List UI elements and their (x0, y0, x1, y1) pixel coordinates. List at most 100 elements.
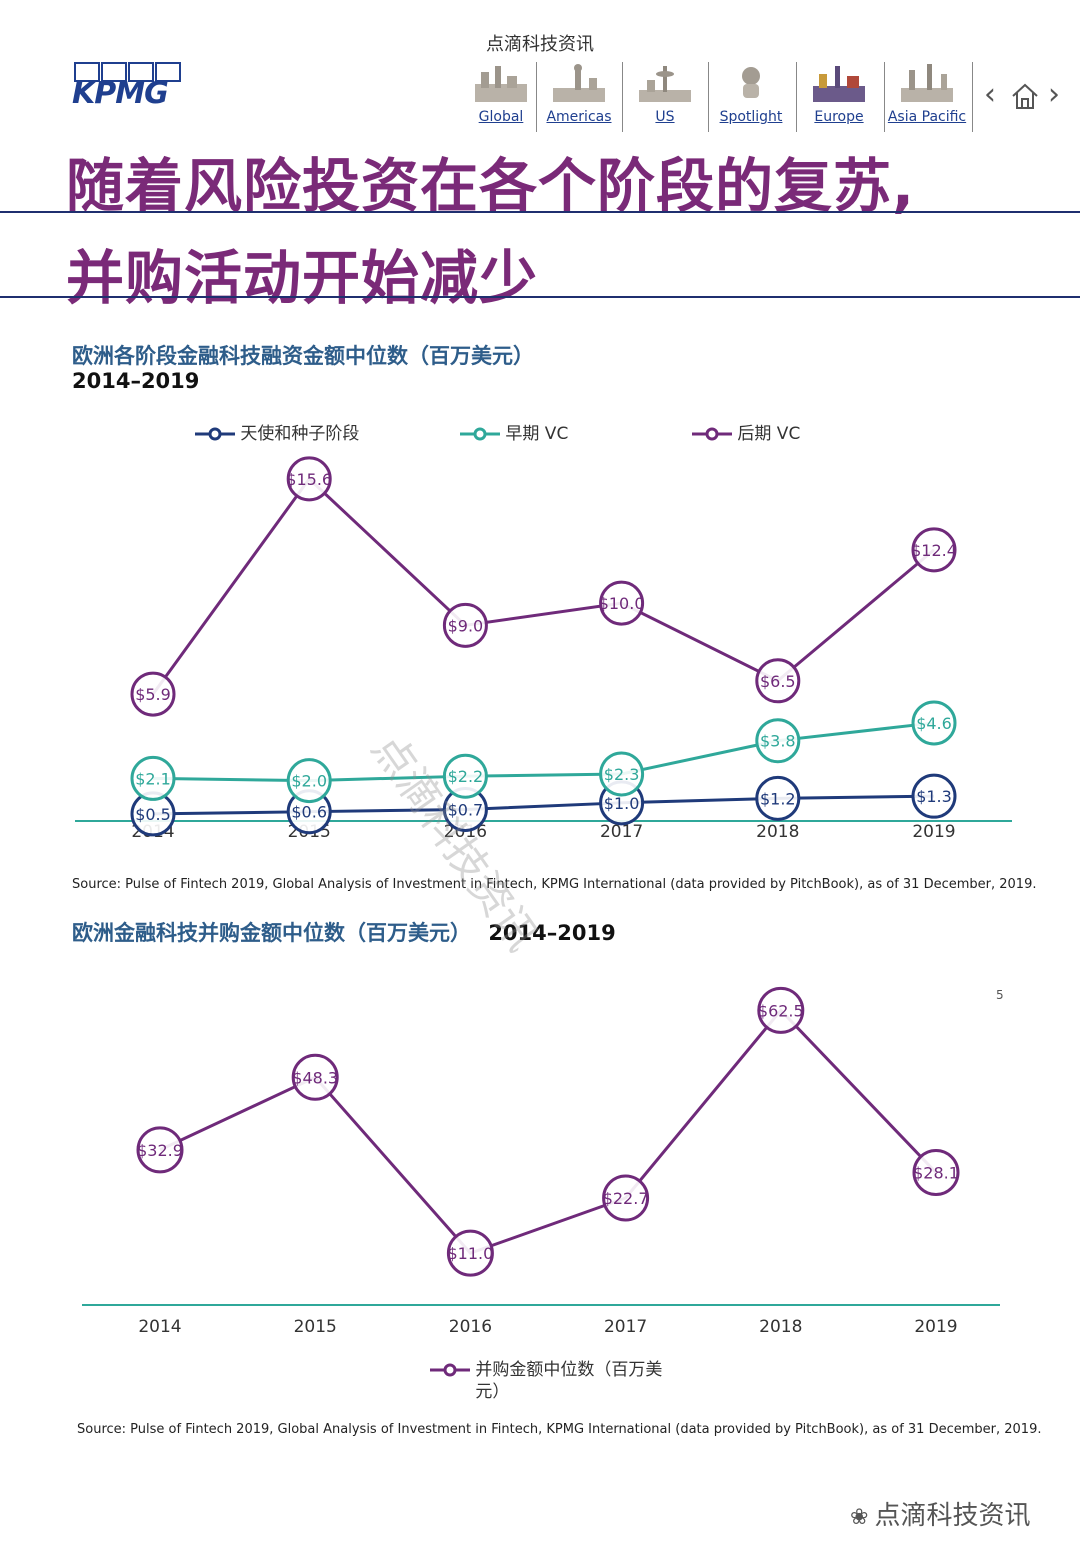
nav-europe[interactable]: Europe (796, 58, 882, 132)
x-tick-label: 2019 (914, 1317, 957, 1337)
nav-americas[interactable]: Americas (536, 58, 622, 132)
data-label: $48.3 (292, 1068, 338, 1087)
legend-marker (692, 427, 732, 441)
statue-skyline-icon (553, 64, 605, 102)
data-point (136, 1126, 184, 1174)
title-rule-bottom (0, 296, 1080, 298)
legend-marker (195, 427, 235, 441)
data-label: $1.3 (916, 787, 952, 806)
data-label: $0.7 (448, 800, 484, 819)
series-line (152, 721, 935, 783)
nav-asia-pacific-label: Asia Pacific (887, 109, 967, 125)
nav-divider (796, 62, 797, 132)
data-label: $2.0 (291, 772, 327, 791)
legend-label: 天使和种子阶段 (240, 424, 360, 444)
data-label: $2.2 (448, 767, 484, 786)
city-skyline-icon (475, 66, 527, 102)
nav-divider (972, 62, 973, 132)
data-point (755, 775, 801, 821)
nav-us[interactable]: US (622, 58, 708, 132)
data-point (599, 580, 645, 626)
nav-us-label: US (655, 109, 675, 125)
kpmg-logo[interactable]: KPMG (72, 60, 192, 115)
data-label: $6.5 (760, 672, 796, 691)
data-point (912, 1149, 960, 1197)
data-label: $1.2 (760, 789, 796, 808)
series-line (152, 794, 935, 816)
chart2-plot: 2014 2015 2016 2017 2018 2019 $32.9 $48.3 $11.0 $… (82, 986, 1000, 1337)
data-point (286, 456, 332, 502)
data-label: $62.5 (758, 1001, 804, 1020)
chart2-title-text: 欧洲金融科技并购金额中位数（百万美元） (72, 921, 471, 945)
footer-watermark: ❀ 点滴科技资讯 (850, 1495, 1030, 1532)
nav-spotlight[interactable]: Spotlight (708, 58, 794, 132)
page-title: 随着风险投资在各个阶段的复苏, 并购活动开始减少 (66, 140, 1066, 324)
nav-divider (884, 62, 885, 132)
x-tick-label: 2017 (600, 822, 643, 842)
data-label: $28.1 (913, 1164, 959, 1183)
data-label: $3.8 (760, 732, 796, 751)
data-label: $0.6 (291, 803, 327, 822)
wechat-icon: ❀ (850, 1505, 869, 1530)
x-tick-label: 2015 (294, 1317, 337, 1337)
legend-series-ma: 并购金额中位数（百万美元） (430, 1359, 670, 1403)
data-point (911, 773, 957, 819)
data-point (602, 1174, 650, 1222)
data-point (755, 658, 801, 704)
data-point (757, 986, 805, 1034)
data-label: $9.0 (448, 616, 484, 635)
chart2-subtitle: 2014–2019 (488, 921, 616, 945)
bust-statue-icon (742, 67, 760, 98)
legend-label: 并购金额中位数（百万美元） (475, 1360, 663, 1402)
top-caption: 点滴科技资讯 (486, 34, 594, 55)
data-point (599, 751, 645, 797)
x-tick-label: 2018 (759, 1317, 802, 1337)
asia-skyline-icon (901, 64, 953, 102)
title-rule-top (0, 211, 1080, 213)
chart2-source: Source: Pulse of Fintech 2019, Global An… (77, 1422, 1042, 1437)
data-label: $10.0 (599, 594, 645, 613)
data-label: $0.5 (135, 805, 171, 824)
legend-label: 后期 VC (737, 424, 801, 444)
chart1-subtitle: 2014–2019 (72, 369, 200, 393)
title-line-1: 随着风险投资在各个阶段的复苏, (66, 152, 916, 220)
series-line (159, 1008, 938, 1255)
series-line (151, 476, 935, 695)
x-tick-label: 2017 (604, 1317, 647, 1337)
nav-divider (622, 62, 623, 132)
home-icon[interactable] (1010, 82, 1040, 110)
legend-series-early: 早期 VC (460, 419, 568, 444)
data-label: $2.1 (135, 769, 171, 788)
data-point (130, 755, 176, 801)
data-point (446, 1229, 494, 1277)
x-tick-label: 2019 (912, 822, 955, 842)
legend-marker (460, 427, 500, 441)
chart1-title: 欧洲各阶段金融科技融资金额中位数（百万美元） (72, 344, 534, 368)
legend-series-late: 后期 VC (692, 419, 800, 444)
logo-wordmark: KPMG (72, 76, 169, 111)
data-label: $5.9 (135, 685, 171, 704)
chevron-left-icon[interactable]: ‹ (984, 77, 996, 112)
nav-spotlight-label: Spotlight (719, 109, 783, 125)
data-point (442, 602, 488, 648)
chevron-right-icon[interactable]: › (1048, 77, 1060, 112)
chart1-source: Source: Pulse of Fintech 2019, Global An… (72, 877, 1037, 892)
data-point (911, 700, 957, 746)
nav-americas-label: Americas (546, 109, 612, 125)
x-tick-label: 2016 (449, 1317, 492, 1337)
data-point (286, 758, 332, 804)
nav-europe-label: Europe (814, 109, 864, 125)
nav-divider (708, 62, 709, 132)
data-point (755, 718, 801, 764)
stray-glyph: 5 (996, 988, 1004, 1002)
x-tick-label: 2014 (138, 1317, 181, 1337)
data-point (911, 527, 957, 573)
data-label: $22.7 (603, 1189, 649, 1208)
space-needle-skyline-icon (639, 66, 691, 102)
data-label: $15.6 (286, 470, 332, 489)
nav-global[interactable]: Global (458, 58, 544, 132)
data-label: $32.9 (137, 1141, 183, 1160)
data-point (442, 753, 488, 799)
data-label: $11.0 (447, 1244, 493, 1263)
nav-asia-pacific[interactable]: Asia Pacific (884, 58, 970, 132)
